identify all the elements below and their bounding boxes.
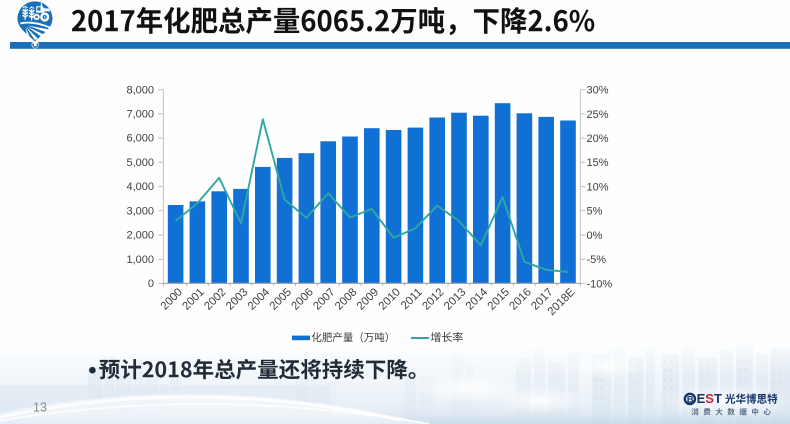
- svg-text:2015: 2015: [486, 286, 512, 312]
- svg-text:7,000: 7,000: [126, 109, 154, 121]
- svg-text:10%: 10%: [587, 182, 609, 194]
- svg-text:0%: 0%: [587, 230, 603, 242]
- svg-text:2004: 2004: [246, 286, 272, 312]
- svg-text:2009: 2009: [355, 286, 381, 312]
- svg-text:25%: 25%: [587, 109, 609, 121]
- svg-text:2006: 2006: [289, 286, 315, 312]
- svg-text:2010: 2010: [377, 286, 403, 312]
- svg-text:6,000: 6,000: [126, 133, 154, 145]
- svg-text:1,000: 1,000: [126, 254, 154, 266]
- svg-text:-5%: -5%: [587, 254, 607, 266]
- svg-text:30%: 30%: [587, 85, 609, 97]
- svg-text:EST: EST: [697, 391, 722, 406]
- svg-text:2012: 2012: [420, 286, 446, 312]
- svg-text:2002: 2002: [202, 286, 228, 312]
- svg-text:3,000: 3,000: [126, 205, 154, 217]
- svg-text:2013: 2013: [442, 286, 468, 312]
- svg-text:B: B: [687, 395, 694, 406]
- svg-text:0: 0: [148, 278, 154, 290]
- svg-text:2011: 2011: [399, 286, 425, 312]
- svg-text:-10%: -10%: [587, 278, 613, 290]
- svg-text:2008: 2008: [333, 286, 359, 312]
- svg-text:2016: 2016: [507, 286, 533, 312]
- svg-text:2000: 2000: [159, 286, 185, 312]
- svg-text:2003: 2003: [224, 286, 250, 312]
- svg-text:2014: 2014: [464, 286, 490, 312]
- svg-text:2007: 2007: [311, 286, 337, 312]
- svg-text:20%: 20%: [587, 133, 609, 145]
- svg-text:5,000: 5,000: [126, 157, 154, 169]
- svg-text:2005: 2005: [268, 286, 294, 312]
- svg-text:2001: 2001: [180, 286, 206, 312]
- svg-text:13: 13: [33, 401, 47, 415]
- svg-text:5%: 5%: [587, 206, 603, 218]
- svg-text:4,000: 4,000: [126, 181, 154, 193]
- svg-text:2,000: 2,000: [126, 230, 154, 242]
- svg-text:8,000: 8,000: [126, 84, 154, 96]
- svg-text:15%: 15%: [587, 157, 609, 169]
